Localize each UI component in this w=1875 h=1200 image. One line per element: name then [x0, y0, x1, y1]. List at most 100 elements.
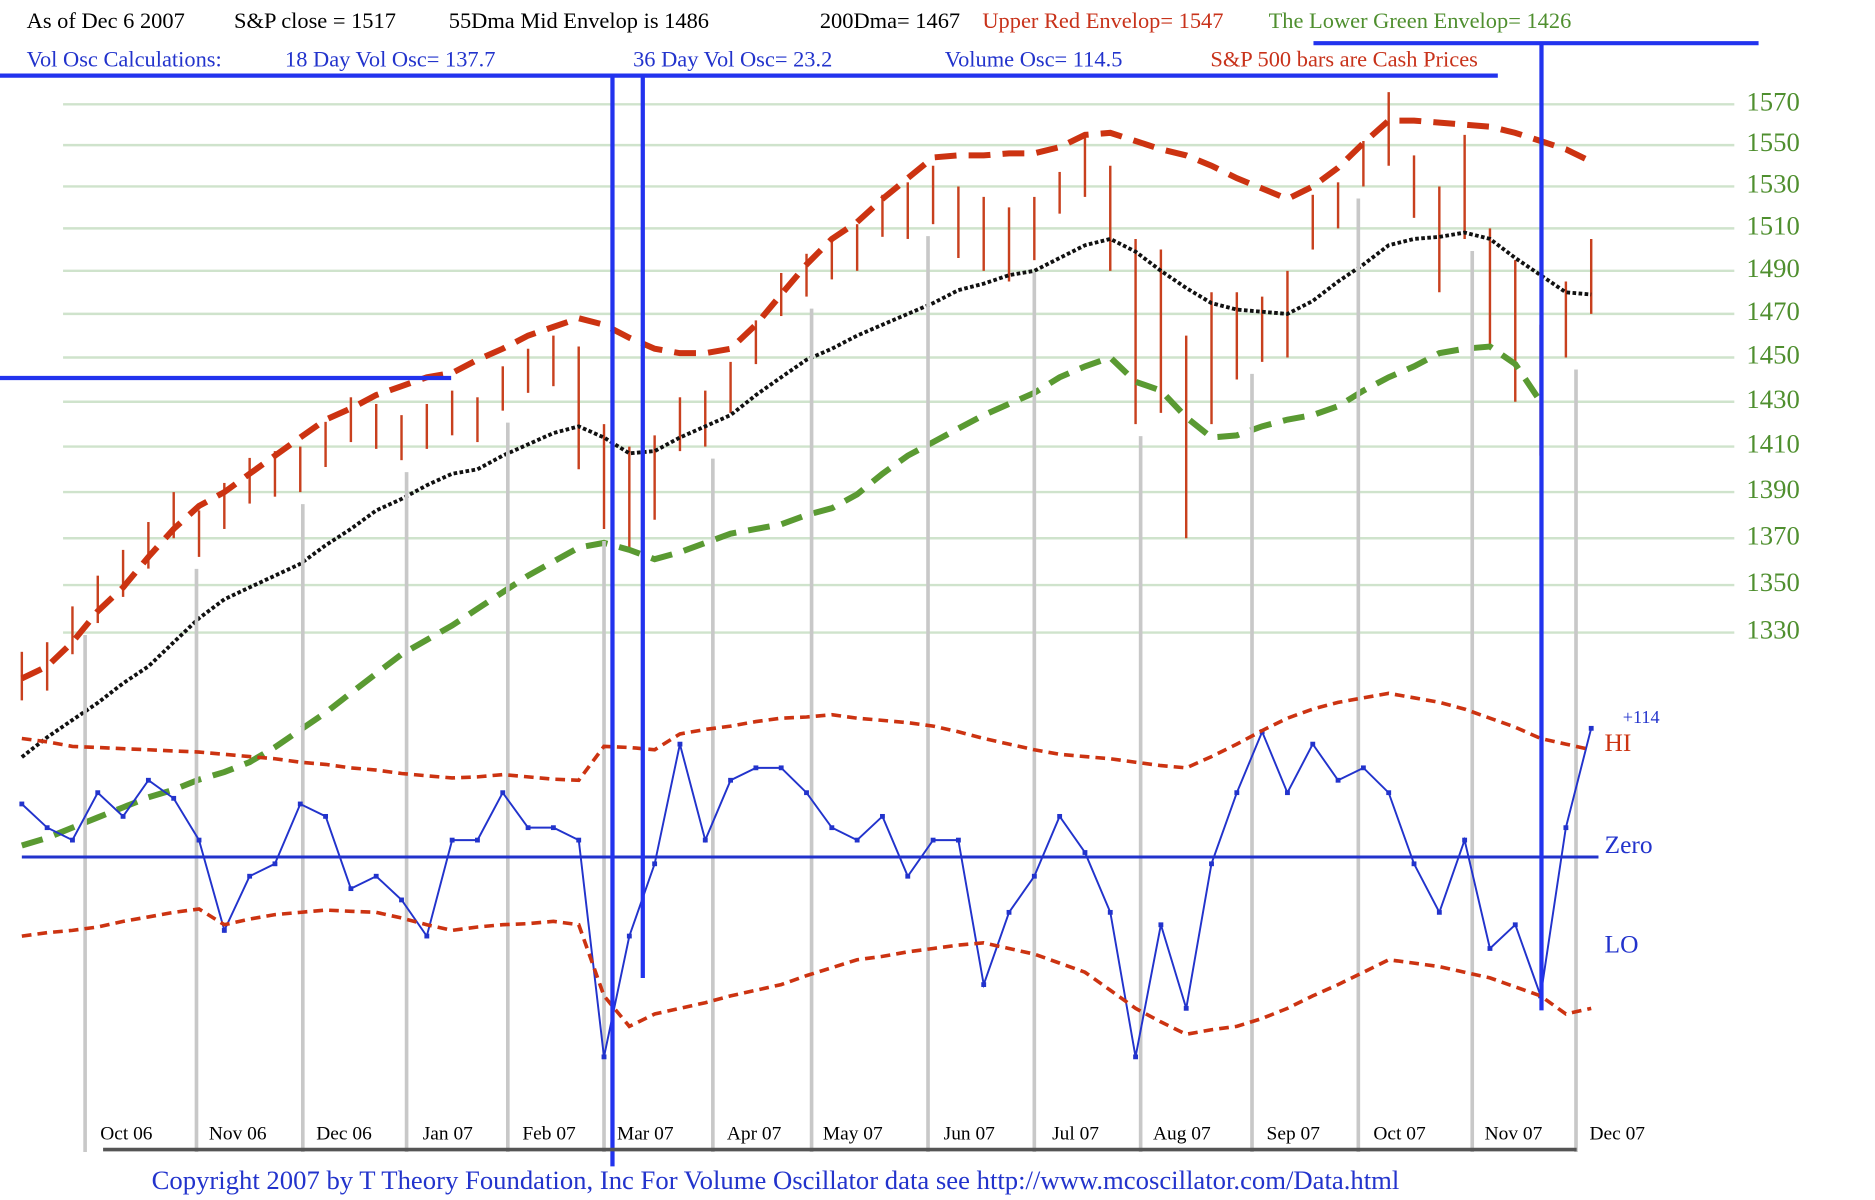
- point-marker: [1107, 909, 1113, 915]
- point-marker: [550, 825, 556, 831]
- point-marker: [652, 861, 658, 867]
- y-tick-label: 1550: [1746, 127, 1799, 157]
- point-marker: [323, 813, 329, 819]
- y-tick-label: 1530: [1746, 169, 1799, 199]
- series-line: [20, 343, 1544, 849]
- header-text: 36 Day Vol Osc= 23.2: [633, 46, 832, 71]
- point-marker: [1133, 1054, 1139, 1060]
- point-marker: [1234, 790, 1240, 796]
- footer: Copyright 2007 by T Theory Foundation, I…: [152, 1165, 1400, 1195]
- point-marker: [702, 837, 708, 843]
- point-marker: [1563, 825, 1569, 831]
- point-marker: [626, 933, 632, 939]
- series-line: [20, 727, 1593, 1058]
- point-marker: [1285, 790, 1290, 796]
- point-marker: [930, 837, 936, 843]
- plot-area: 1330 1350 1370 1390 1410 1430 1450 1470 1490 1510…: [19, 86, 1800, 1152]
- y-tick-label: 1490: [1746, 253, 1799, 283]
- point-marker: [272, 861, 278, 867]
- x-tick-label: Jul 07: [1052, 1124, 1099, 1145]
- x-tick-label: Oct 06: [100, 1124, 153, 1145]
- point-marker: [424, 933, 430, 939]
- series-line: [20, 230, 1592, 759]
- header-text: As of Dec 6 2007: [27, 8, 185, 33]
- point-marker: [247, 873, 253, 879]
- point-marker: [1335, 777, 1341, 783]
- y-tick-label: Zero: [1605, 831, 1653, 859]
- y-tick-label: 1430: [1746, 384, 1799, 414]
- point-marker: [1487, 946, 1493, 951]
- x-tick-label: Nov 06: [209, 1124, 267, 1145]
- y-tick-label: 1450: [1746, 340, 1799, 370]
- point-marker: [905, 873, 911, 879]
- point-marker: [1588, 725, 1594, 731]
- point-marker: [19, 801, 25, 807]
- x-tick-label: Jan 07: [423, 1124, 473, 1145]
- header-text: 200Dma= 1467: [820, 8, 960, 33]
- x-tick-label: Mar 07: [617, 1124, 674, 1145]
- header-text: S&P 500 bars are Cash Prices: [1210, 46, 1478, 71]
- x-tick-label: Oct 07: [1373, 1124, 1426, 1145]
- point-marker: [1310, 741, 1316, 747]
- series-line: [20, 117, 1593, 682]
- point-marker: [1411, 861, 1417, 867]
- y-tick-label: 1570: [1746, 86, 1799, 116]
- point-marker: [1183, 1005, 1189, 1011]
- point-marker: [95, 790, 101, 796]
- point-marker: [297, 801, 303, 807]
- point-marker: [753, 765, 759, 771]
- point-marker: [399, 897, 404, 903]
- point-marker: [1057, 813, 1063, 819]
- series-name: HI: [1605, 729, 1632, 757]
- header-text: Upper Red Envelop= 1547: [982, 8, 1223, 33]
- series-name: LO: [1605, 931, 1639, 959]
- y-tick-label: 1470: [1746, 296, 1799, 326]
- header-text: 18 Day Vol Osc= 137.7: [285, 46, 495, 71]
- point-marker: [1462, 837, 1468, 843]
- point-marker: [171, 795, 177, 801]
- point-marker: [1436, 909, 1442, 915]
- series-line: [21, 691, 1592, 783]
- point-marker: [196, 837, 202, 843]
- x-tick-label: May 07: [823, 1124, 883, 1145]
- header-text: Vol Osc Calculations:: [27, 46, 222, 71]
- y-tick-label: 1410: [1746, 429, 1799, 459]
- header-text: S&P close = 1517: [234, 8, 396, 33]
- point-marker: [829, 825, 835, 831]
- point-marker: [449, 837, 455, 843]
- x-tick-label: Sep 07: [1267, 1124, 1321, 1145]
- point-marker: [981, 982, 987, 988]
- point-marker: [804, 790, 809, 796]
- point-marker: [601, 1054, 607, 1060]
- point-marker: [880, 813, 885, 819]
- point-marker: [1006, 909, 1012, 915]
- x-tick-label: Feb 07: [522, 1124, 576, 1145]
- header: As of Dec 6 2007 S&P close = 1517 55Dma …: [27, 8, 1572, 71]
- point-marker: [44, 825, 50, 831]
- point-marker: [221, 928, 227, 933]
- series-line: [21, 907, 1592, 1037]
- x-tick-label: Jun 07: [944, 1124, 996, 1145]
- x-tick-label: Apr 07: [727, 1124, 782, 1145]
- point-marker: [475, 837, 480, 843]
- point-marker: [1158, 922, 1164, 928]
- point-marker: [120, 813, 126, 819]
- x-tick-label: Dec 07: [1590, 1124, 1646, 1145]
- point-marker: [500, 790, 506, 796]
- y-tick-label: 1510: [1746, 211, 1799, 241]
- y-tick-label: 1350: [1746, 567, 1799, 597]
- value-label: +114: [1623, 707, 1660, 727]
- point-marker: [1082, 850, 1088, 855]
- point-marker: [955, 837, 961, 843]
- point-marker: [1209, 861, 1214, 867]
- point-marker: [1031, 873, 1037, 879]
- point-marker: [70, 837, 75, 843]
- header-text: 55Dma Mid Envelop is 1486: [449, 8, 709, 33]
- point-marker: [525, 825, 531, 831]
- y-tick-label: 1370: [1746, 520, 1799, 550]
- point-marker: [854, 837, 860, 843]
- point-marker: [145, 777, 151, 783]
- point-marker: [677, 741, 683, 747]
- x-tick-label: Nov 07: [1485, 1124, 1543, 1145]
